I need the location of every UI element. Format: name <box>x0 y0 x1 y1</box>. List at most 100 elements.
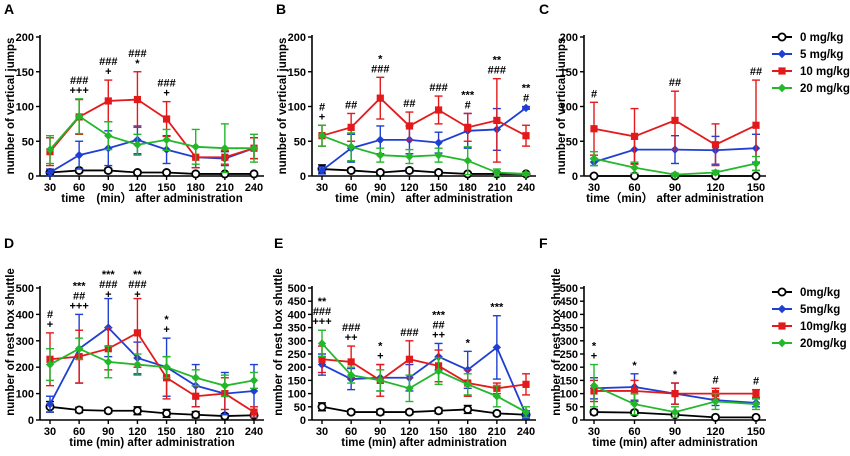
significance-mark: ## <box>345 99 357 111</box>
legend-marker-shape <box>777 304 787 314</box>
legend-label: 20mg/kg <box>800 338 847 350</box>
data-point <box>630 387 639 395</box>
legend-marker <box>777 83 787 93</box>
data-point <box>670 170 680 179</box>
x-tick-label: 90 <box>102 426 114 438</box>
y-tick-label: 200 <box>288 362 306 374</box>
significance-mark: ### <box>128 279 146 291</box>
data-point <box>376 376 385 385</box>
significance-mark: ## <box>403 98 415 110</box>
data-point <box>318 355 326 363</box>
data-point <box>375 168 385 178</box>
y-tick-label: 0 <box>300 171 306 183</box>
data-point <box>133 95 142 104</box>
panel-e: E number of nest box shuttle time (min) … <box>273 235 536 449</box>
x-tick-label: 120 <box>128 182 146 194</box>
significance-mark: + <box>105 289 111 301</box>
series-line <box>49 115 254 151</box>
significance-mark: * <box>135 58 140 70</box>
significance-mark: *** <box>73 280 87 292</box>
legend-label: 0 mg/kg <box>800 32 843 44</box>
x-tick-label: 60 <box>628 426 640 438</box>
significance-mark: # <box>753 376 759 388</box>
significance-mark: +++ <box>70 85 89 97</box>
y-tick-label: 0 <box>572 415 578 427</box>
y-tick-label: 200 <box>16 32 34 44</box>
panel-d: D number of nest box shuttle time (min) … <box>4 235 264 449</box>
data-point <box>220 144 230 153</box>
data-point <box>671 390 679 398</box>
series-10mg <box>590 79 760 172</box>
data-point <box>162 408 172 418</box>
significance-mark: ### <box>99 279 117 291</box>
data-point <box>220 381 230 390</box>
significance-mark: # <box>465 99 471 111</box>
significance-mark: + <box>105 66 111 78</box>
significance-mark: ** <box>133 269 142 281</box>
significance-mark: + <box>134 289 140 301</box>
data-point <box>434 106 443 114</box>
legend-marker-shape <box>778 322 786 330</box>
series-0mg <box>317 164 531 179</box>
x-tick-label: 180 <box>459 182 477 194</box>
series-0mg <box>317 402 531 420</box>
x-tick-label: 30 <box>316 182 328 194</box>
x-tick-label: 120 <box>400 426 418 438</box>
data-point <box>191 169 201 179</box>
x-tick-label: 150 <box>747 182 765 194</box>
y-tick-label: 450 <box>560 296 578 308</box>
y-tick-label: 300 <box>560 336 578 348</box>
y-tick-label: 300 <box>288 336 306 348</box>
x-tick-label: 30 <box>44 182 56 194</box>
y-tick-label: 350 <box>288 323 306 335</box>
x-tick-label: 120 <box>400 182 418 194</box>
series-line <box>49 347 255 387</box>
legend-marker <box>777 338 787 348</box>
y-tick-label: 100 <box>288 102 306 114</box>
significance-mark: * <box>466 337 471 349</box>
x-axis-label: time (min) after administration <box>592 437 758 449</box>
x-tick-label: 90 <box>669 182 681 194</box>
y-tick-label: 0 <box>300 415 306 427</box>
x-tick-label: 60 <box>73 182 85 194</box>
significance-mark: ### <box>400 327 418 339</box>
data-point <box>133 360 142 369</box>
legend-marker-shape <box>777 83 787 93</box>
data-point <box>521 407 531 417</box>
series-20mg <box>589 150 761 179</box>
significance-mark: # <box>591 88 597 100</box>
x-axis-label: time（min） after administration <box>335 191 513 205</box>
x-tick-label: 60 <box>628 182 640 194</box>
data-point <box>589 154 599 163</box>
y-tick-label: 0 <box>572 171 578 183</box>
data-point <box>493 116 501 124</box>
legend-top: 0 mg/kg 5 mg/kg 10 mg/kg 20 mg/kg <box>772 32 850 95</box>
data-point <box>492 168 502 177</box>
legend-entry: 20mg/kg <box>772 338 847 350</box>
x-tick-label: 150 <box>429 182 447 194</box>
data-point <box>521 103 531 113</box>
data-point <box>317 339 327 348</box>
data-point <box>74 405 84 415</box>
data-point <box>522 380 530 388</box>
y-tick-label: 50 <box>566 402 578 414</box>
legend-entry: 10mg/kg <box>772 321 847 333</box>
y-tick-label: 150 <box>288 375 306 387</box>
significance-mark: *** <box>102 269 116 281</box>
data-point <box>162 363 171 372</box>
series-line <box>321 405 527 416</box>
y-tick-label: 100 <box>560 102 578 114</box>
data-point <box>376 135 385 145</box>
data-point <box>192 392 200 400</box>
panel-f: F number of nest box shuttle time (min) … <box>539 235 766 449</box>
significance-mark: ### <box>313 306 331 318</box>
series-line <box>321 345 527 416</box>
data-point <box>492 392 502 401</box>
data-point <box>104 357 113 367</box>
significance-mark: *** <box>461 89 475 101</box>
data-point <box>249 169 259 179</box>
data-point <box>74 112 84 121</box>
